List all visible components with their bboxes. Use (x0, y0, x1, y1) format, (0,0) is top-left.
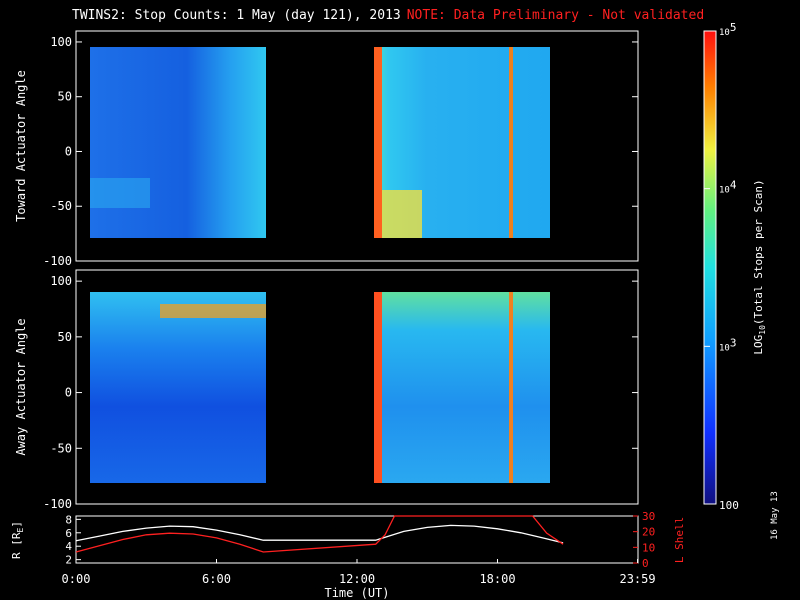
x-ticks: 0:00 6:00 12:00 18:00 23:59 (62, 559, 656, 586)
colorbar-tick-label: 104 (719, 179, 737, 196)
away-ylabel: Away Actuator Angle (14, 318, 28, 455)
toward-segment-2-hot-edge (374, 47, 382, 238)
title-text: TWINS2: Stop Counts: 1 May (day 121), 20… (72, 8, 401, 23)
y-tick-label: 100 (50, 35, 72, 49)
y-tick-label: 100 (50, 274, 72, 288)
y-tick-label: -50 (50, 199, 72, 213)
orbit-right-tick-label: 10 (642, 541, 655, 554)
away-segment-1-band (160, 304, 266, 318)
y-tick-label: -50 (50, 441, 72, 455)
away-yticks: -100 -50 0 50 100 (43, 274, 638, 511)
toward-yticks: -100 -50 0 50 100 (43, 35, 638, 268)
orbit-left-tick-label: 4 (65, 540, 72, 553)
away-segment-2-hot-edge (374, 292, 382, 483)
orbit-right-tick-label: 30 (642, 510, 655, 523)
toward-segment-2-spike (509, 47, 513, 238)
toward-segment-2-warm (382, 190, 422, 238)
away-segment-2-spike (509, 292, 513, 483)
colorbar-ticks: 105 104 103 100 (704, 21, 739, 512)
x-axis-label: Time (UT) (324, 586, 389, 600)
toward-panel: -100 -50 0 50 100 Toward Actuator Angle (14, 30, 639, 268)
orbit-left-tick-label: 2 (65, 554, 72, 567)
toward-frame (75, 30, 639, 262)
colorbar-label: LOG10(Total Stops per Scan) (752, 179, 767, 354)
orbit-right-tick-label: 20 (642, 526, 655, 539)
date-stamp: 16 May 13 (770, 491, 780, 540)
orbit-left-ylabel: R [RE] (10, 521, 25, 559)
toward-segment-1 (90, 47, 266, 238)
page-title: TWINS2: Stop Counts: 1 May (day 121), 20… (72, 8, 704, 23)
toward-ylabel: Toward Actuator Angle (14, 70, 28, 222)
toward-heatmap-segments (90, 47, 550, 238)
preliminary-note: NOTE: Data Preliminary - Not validated (406, 8, 705, 23)
orbit-right-ticks: 0 10 20 30 (633, 510, 655, 570)
y-tick-label: -100 (43, 254, 72, 268)
orbit-right-ylabel: L Shell (673, 517, 686, 563)
x-tick-label: 12:00 (339, 572, 375, 586)
lshell-trace (75, 515, 564, 553)
x-tick-label: 0:00 (62, 572, 91, 586)
x-tick-label: 6:00 (202, 572, 231, 586)
x-tick-label: 23:59 (619, 572, 655, 586)
away-segment-2 (374, 292, 550, 483)
y-tick-label: 50 (58, 90, 72, 104)
orbit-left-tick-label: 6 (65, 527, 72, 540)
away-frame (75, 269, 639, 505)
y-tick-label: 50 (58, 330, 72, 344)
colorbar: 105 104 103 100 LOG10(Total Stops per Scan) (703, 21, 767, 512)
orbit-right-tick-label: 0 (642, 557, 649, 570)
away-segment-1 (90, 292, 266, 483)
away-heatmap-segments (90, 292, 550, 483)
colorbar-tick-label: 105 (719, 21, 736, 38)
y-tick-label: 0 (65, 386, 72, 400)
colorbar-tick-label: 103 (719, 336, 736, 353)
orbit-series (75, 515, 564, 553)
away-panel: -100 -50 0 50 100 Away Actuator Angle (14, 269, 639, 511)
colorbar-tick-label: 100 (719, 499, 739, 512)
y-tick-label: 0 (65, 144, 72, 158)
orbit-frame (75, 515, 639, 564)
toward-segment-1-band (90, 178, 150, 208)
x-tick-label: 18:00 (479, 572, 515, 586)
r-trace (75, 524, 564, 544)
y-tick-label: -100 (43, 497, 72, 511)
orbit-left-tick-label: 8 (65, 513, 72, 526)
colorbar-gradient (703, 30, 717, 505)
